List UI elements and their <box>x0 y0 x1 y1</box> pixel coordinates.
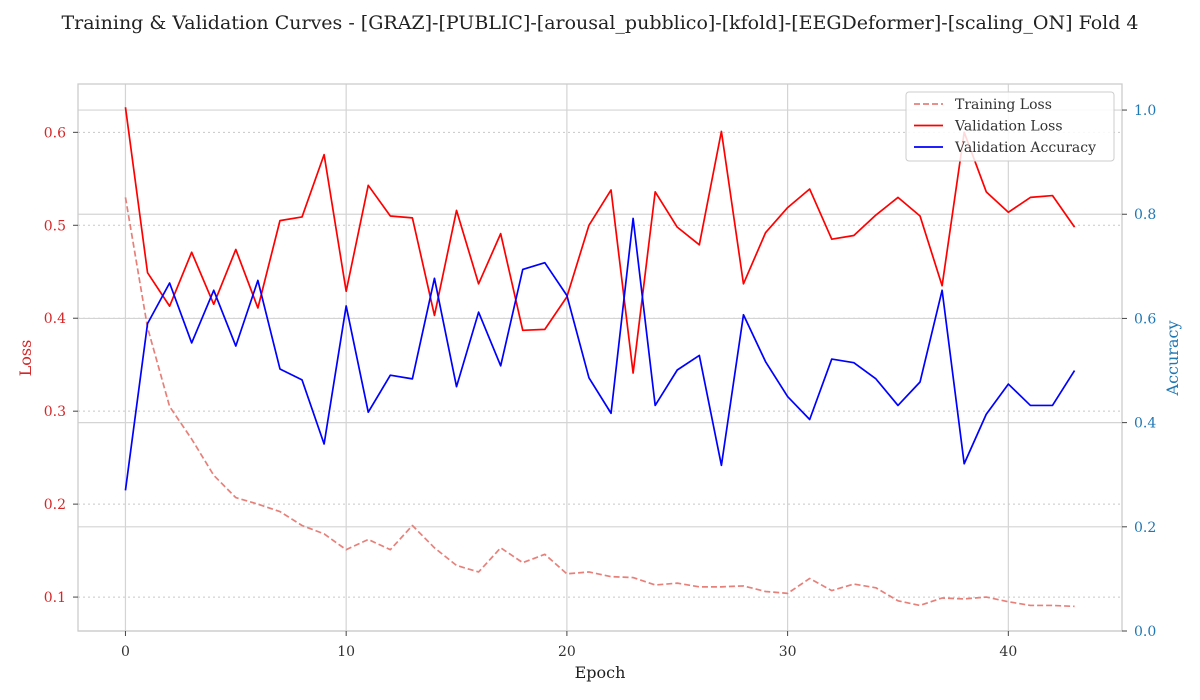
training-loss-line <box>124 197 1075 608</box>
legend-label-validation-accuracy: Validation Accuracy <box>954 140 1096 156</box>
y-left-tick-label: 0.1 <box>44 590 66 606</box>
x-tick-label: 30 <box>779 644 797 660</box>
y-left-tick-label: 0.2 <box>44 497 66 513</box>
plot-frame <box>77 83 1123 632</box>
y-right-tick-label: 0.6 <box>1134 311 1156 327</box>
y-right-tick-label: 1.0 <box>1134 103 1156 119</box>
validation-loss-line <box>124 107 1076 374</box>
y-right-tick-label: 0.2 <box>1134 520 1156 536</box>
x-tick-label: 20 <box>558 644 576 660</box>
y-axis-left-label: Loss <box>16 340 35 377</box>
y-right-tick-label: 0.4 <box>1134 416 1156 432</box>
y-left-tick-label: 0.4 <box>44 311 66 327</box>
grid-lines <box>78 84 1122 632</box>
x-axis-label: Epoch <box>575 663 626 682</box>
legend: Training Loss Validation Loss Validation A… <box>905 91 1115 162</box>
x-tick-label: 10 <box>337 644 355 660</box>
y-right-tick-label: 0.8 <box>1134 207 1156 223</box>
legend-box <box>905 91 1115 162</box>
validation-accuracy-line <box>124 217 1076 491</box>
x-tick-label: 40 <box>999 644 1017 660</box>
y-left-tick-label: 0.5 <box>44 218 66 234</box>
x-tick-label: 0 <box>121 644 130 660</box>
legend-label-validation-loss: Validation Loss <box>954 119 1063 135</box>
y-axis-right-label: Accuracy <box>1163 321 1182 397</box>
axes: 0 10 20 30 40 0.1 0.2 0.3 0.4 0.5 0.6 0.0 0.2 0.4 0.6 0… <box>44 103 1157 660</box>
legend-label-training-loss: Training Loss <box>955 97 1052 113</box>
chart-title: Training & Validation Curves - [GRAZ]-[P… <box>61 12 1138 34</box>
y-left-tick-label: 0.6 <box>44 125 66 141</box>
series-lines <box>124 107 1076 608</box>
y-right-tick-label: 0.0 <box>1134 624 1156 640</box>
y-left-tick-label: 0.3 <box>44 404 66 420</box>
